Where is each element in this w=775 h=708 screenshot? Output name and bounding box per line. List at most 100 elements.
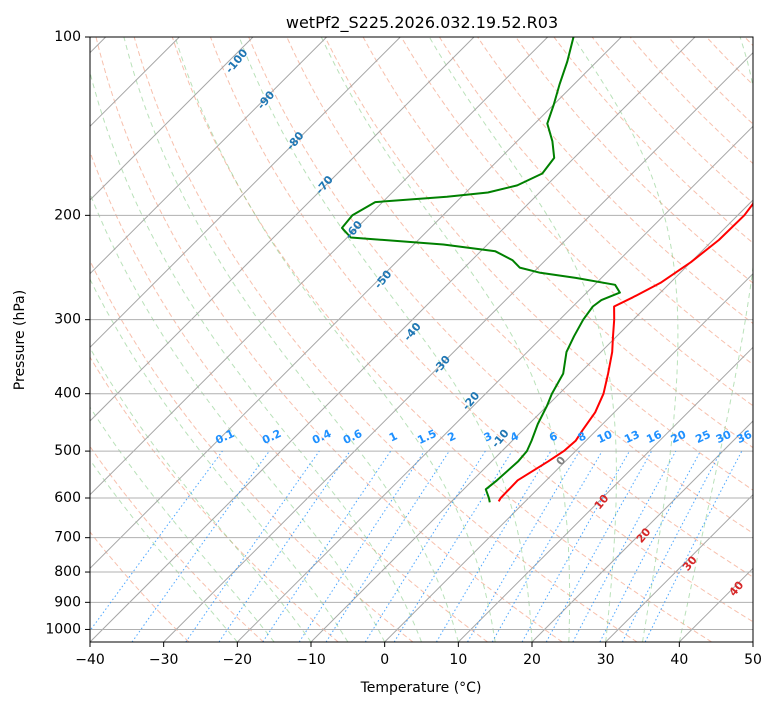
mixing-ratio-label: 8 [576, 429, 588, 444]
dewpoint-profile-line [341, 37, 621, 503]
isotherm-line [163, 51, 753, 642]
dry-adiabat-line [90, 356, 339, 642]
dry-adiabat-line [744, 37, 753, 47]
moist-adiabat-label: 0 [554, 454, 569, 468]
mixing-ratio-line [185, 450, 320, 642]
dry-adiabat-line [90, 445, 264, 642]
moist-adiabat-line [678, 37, 753, 642]
isotherm-line [90, 37, 622, 570]
y-tick-label: 400 [54, 386, 81, 402]
isotherm-line [531, 420, 753, 642]
moist-adiabat-line [572, 37, 679, 642]
plot-area [90, 37, 753, 642]
dry-adiabat-label: -100 [223, 46, 251, 76]
mixing-ratio-label: 13 [622, 428, 641, 446]
x-tick-label: 50 [744, 652, 762, 668]
isotherm-line [90, 37, 475, 422]
y-tick-label: 200 [54, 207, 81, 223]
mixing-ratio-label: 1 [387, 429, 399, 444]
dry-adiabat-line [90, 531, 190, 642]
moist-adiabat-line [90, 347, 312, 642]
isotherm-line [90, 37, 254, 201]
x-tick-label: 30 [597, 652, 615, 668]
x-tick-label: 10 [449, 652, 467, 668]
mixing-ratio-line [393, 450, 513, 642]
y-tick-label: 300 [54, 312, 81, 328]
mixing-ratio-label: 2 [446, 429, 458, 444]
chart-title: wetPf2_S225.2026.032.19.52.R03 [286, 13, 558, 33]
isotherm-line [90, 37, 328, 275]
x-tick-label: −20 [223, 652, 253, 668]
mixing-ratio-line [262, 450, 392, 642]
mixing-ratio-line [644, 450, 743, 642]
moist-adiabat-line [90, 278, 349, 642]
data-series [341, 37, 753, 503]
mixing-ratio-label: 10 [595, 428, 615, 446]
mixing-ratio-label: 0.2 [260, 427, 283, 447]
moist-adiabat-line [90, 406, 275, 642]
mixing-ratio-line [572, 450, 677, 642]
y-tick-label: 900 [54, 594, 81, 610]
y-tick-label: 800 [54, 564, 81, 580]
isotherm-line [90, 37, 401, 349]
moist-adiabat-line [320, 37, 571, 642]
isotherm-line [678, 567, 753, 642]
isotherm-line [752, 641, 753, 642]
dry-adiabat-line [286, 37, 753, 534]
dry-adiabat-line [477, 37, 753, 325]
moist-adiabat-label: 10 [592, 492, 612, 512]
dry-adiabat-label: -40 [401, 320, 424, 344]
moist-adiabat-line [238, 37, 533, 642]
moist-adiabat-line [90, 192, 386, 642]
mixing-ratio-label: 30 [714, 428, 734, 446]
mixing-ratio-line [545, 450, 653, 642]
mixing-ratio-line [325, 450, 450, 642]
x-tick-label: 40 [670, 652, 688, 668]
mixing-ratio-label: 36 [735, 428, 755, 446]
x-tick-label: −30 [149, 652, 179, 668]
dry-adiabat-label: -70 [313, 173, 336, 197]
isotherm-line [90, 37, 549, 496]
y-tick-label: 700 [54, 530, 81, 546]
mixing-ratio-label: 16 [644, 428, 664, 446]
dry-adiabat-line [591, 37, 753, 204]
mixing-ratio-line [298, 450, 425, 642]
dry-adiabat-label: -80 [284, 129, 307, 153]
mixing-ratio-label: 20 [669, 428, 689, 446]
dry-adiabat-line [324, 37, 753, 491]
moist-adiabat-label: 40 [727, 579, 747, 599]
dry-adiabat-line [210, 37, 753, 623]
mixing-ratio-line [90, 450, 223, 632]
isotherm-line [605, 493, 753, 642]
isotherm-line [310, 199, 753, 642]
y-tick-label: 600 [54, 490, 81, 506]
moist-adiabat-line [174, 37, 496, 642]
x-tick-label: −40 [75, 652, 105, 668]
x-tick-label: 20 [523, 652, 541, 668]
dry-adiabat-line [90, 259, 414, 642]
mixing-ratio-label: 0.4 [310, 427, 333, 447]
isotherm-line [236, 125, 753, 642]
moist-adiabat-line [90, 459, 238, 642]
dry-adiabat-line [438, 37, 753, 365]
mixing-ratio-label: 0.6 [341, 427, 364, 447]
mixing-ratio-label: 0.1 [213, 427, 236, 447]
dry-adiabat-line [133, 37, 638, 642]
dry-adiabat-line [248, 37, 753, 578]
x-axis-label: Temperature (°C) [360, 680, 482, 696]
dry-adiabat-label: -20 [460, 389, 483, 413]
mixing-ratio-label: 25 [693, 428, 712, 446]
mixing-ratio-line [131, 450, 270, 642]
dry-adiabat-line [171, 37, 712, 642]
x-tick-label: −10 [296, 652, 326, 668]
moist-adiabat-line [90, 70, 422, 642]
dry-adiabat-line [90, 150, 488, 642]
mixing-ratio-line [435, 450, 552, 642]
isotherm-line [457, 346, 753, 642]
dry-adiabat-line [95, 37, 563, 642]
y-tick-label: 500 [54, 443, 81, 459]
dry-adiabat-line [668, 37, 753, 125]
mixing-ratio-label: 6 [547, 429, 560, 444]
dry-adiabat-label: -50 [372, 268, 395, 292]
